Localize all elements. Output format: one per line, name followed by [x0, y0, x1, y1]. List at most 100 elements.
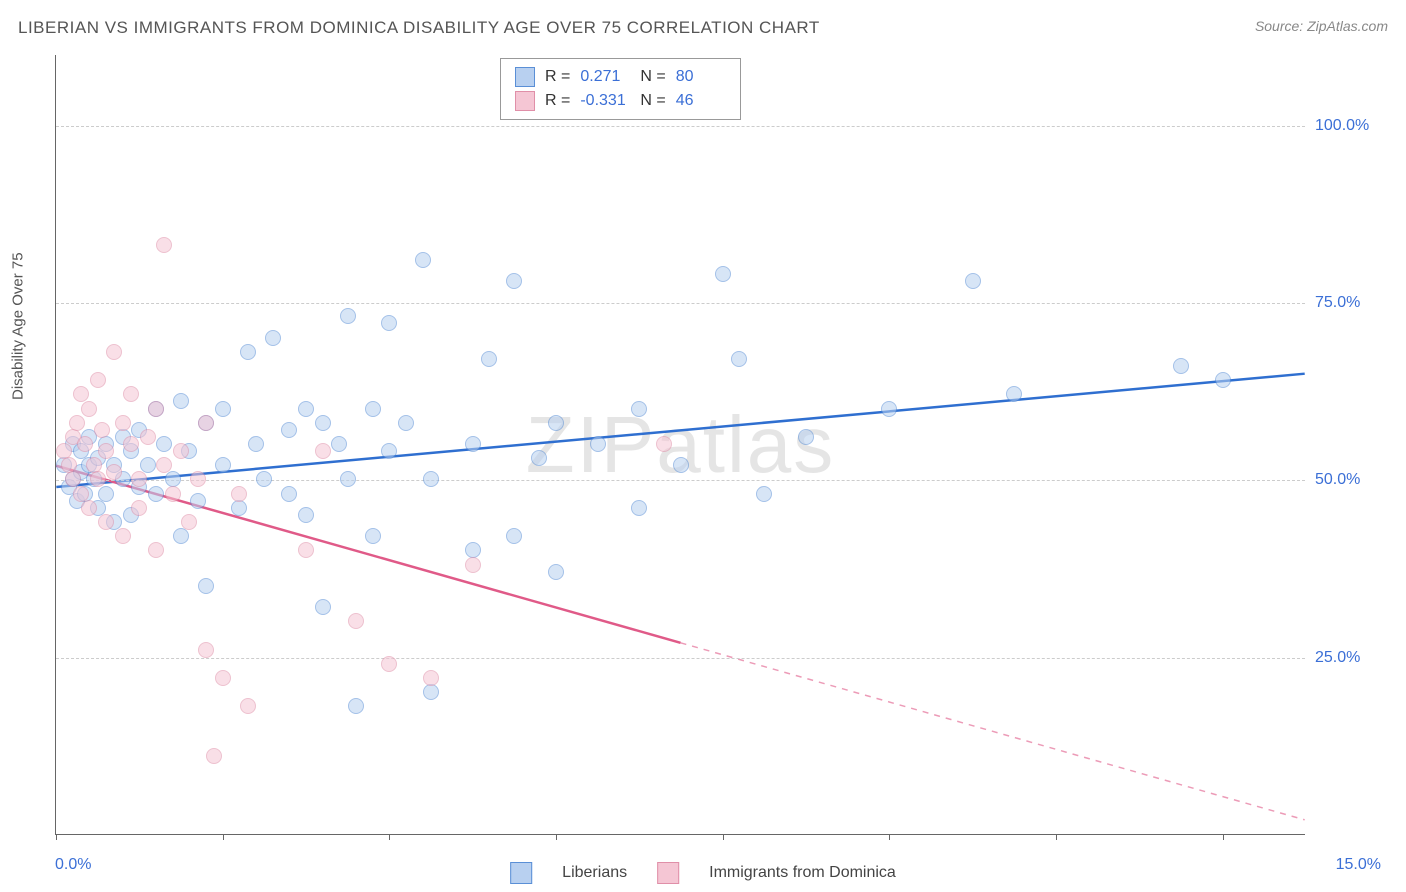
data-point [590, 436, 606, 452]
data-point [715, 266, 731, 282]
data-point [98, 443, 114, 459]
data-point [115, 528, 131, 544]
data-point [131, 471, 147, 487]
data-point [123, 386, 139, 402]
data-point [506, 273, 522, 289]
data-point [348, 613, 364, 629]
chart-container: LIBERIAN VS IMMIGRANTS FROM DOMINICA DIS… [0, 0, 1406, 892]
plot-area: ZIPatlas 25.0%50.0%75.0%100.0% [55, 55, 1305, 835]
data-point [190, 493, 206, 509]
y-axis-label: Disability Age Over 75 [10, 252, 27, 400]
data-point [465, 557, 481, 573]
r-value-2: -0.331 [580, 92, 630, 110]
data-point [215, 670, 231, 686]
legend-label-1: Liberians [562, 864, 627, 882]
y-tick-label: 100.0% [1315, 117, 1385, 135]
stats-legend: R = 0.271 N = 80 R = -0.331 N = 46 [500, 58, 741, 120]
x-tick [1056, 834, 1057, 840]
x-tick [56, 834, 57, 840]
data-point [315, 599, 331, 615]
data-point [106, 464, 122, 480]
legend-swatch-1 [510, 862, 532, 884]
data-point [423, 684, 439, 700]
n-label-2: N = [640, 92, 665, 110]
data-point [215, 457, 231, 473]
data-point [81, 500, 97, 516]
data-point [77, 436, 93, 452]
regression-lines [56, 55, 1305, 834]
data-point [148, 486, 164, 502]
legend-swatch-2 [657, 862, 679, 884]
data-point [1006, 386, 1022, 402]
x-tick [223, 834, 224, 840]
data-point [98, 514, 114, 530]
data-point [548, 415, 564, 431]
data-point [423, 471, 439, 487]
stats-row-2: R = -0.331 N = 46 [515, 89, 726, 113]
data-point [173, 528, 189, 544]
data-point [165, 486, 181, 502]
data-point [673, 457, 689, 473]
data-point [365, 401, 381, 417]
data-point [756, 486, 772, 502]
data-point [731, 351, 747, 367]
data-point [173, 443, 189, 459]
data-point [156, 436, 172, 452]
data-point [90, 471, 106, 487]
x-tick [889, 834, 890, 840]
n-label: N = [640, 68, 665, 86]
data-point [298, 507, 314, 523]
x-tick [723, 834, 724, 840]
gridline [56, 480, 1305, 481]
data-point [656, 436, 672, 452]
data-point [231, 486, 247, 502]
x-tick-max: 15.0% [1336, 856, 1381, 874]
data-point [231, 500, 247, 516]
data-point [298, 542, 314, 558]
gridline [56, 658, 1305, 659]
data-point [81, 401, 97, 417]
r-label: R = [545, 68, 570, 86]
data-point [240, 698, 256, 714]
data-point [381, 656, 397, 672]
data-point [140, 429, 156, 445]
n-value-2: 46 [676, 92, 726, 110]
gridline [56, 126, 1305, 127]
data-point [106, 344, 122, 360]
data-point [965, 273, 981, 289]
data-point [281, 422, 297, 438]
data-point [340, 308, 356, 324]
x-tick [556, 834, 557, 840]
data-point [248, 436, 264, 452]
data-point [415, 252, 431, 268]
data-point [215, 401, 231, 417]
data-point [265, 330, 281, 346]
y-tick-label: 25.0% [1315, 649, 1385, 667]
x-tick [389, 834, 390, 840]
data-point [423, 670, 439, 686]
data-point [348, 698, 364, 714]
data-point [340, 471, 356, 487]
data-point [206, 748, 222, 764]
x-tick [1223, 834, 1224, 840]
data-point [281, 486, 297, 502]
regression-line-dashed [681, 643, 1305, 820]
data-point [465, 436, 481, 452]
data-point [256, 471, 272, 487]
n-value-1: 80 [676, 68, 726, 86]
data-point [123, 436, 139, 452]
source-label: Source: ZipAtlas.com [1255, 18, 1388, 34]
data-point [1173, 358, 1189, 374]
data-point [398, 415, 414, 431]
data-point [548, 564, 564, 580]
data-point [331, 436, 347, 452]
data-point [190, 471, 206, 487]
legend-label-2: Immigrants from Dominica [709, 864, 896, 882]
data-point [156, 457, 172, 473]
data-point [298, 401, 314, 417]
data-point [481, 351, 497, 367]
data-point [148, 401, 164, 417]
data-point [198, 578, 214, 594]
y-tick-label: 50.0% [1315, 471, 1385, 489]
r-label-2: R = [545, 92, 570, 110]
